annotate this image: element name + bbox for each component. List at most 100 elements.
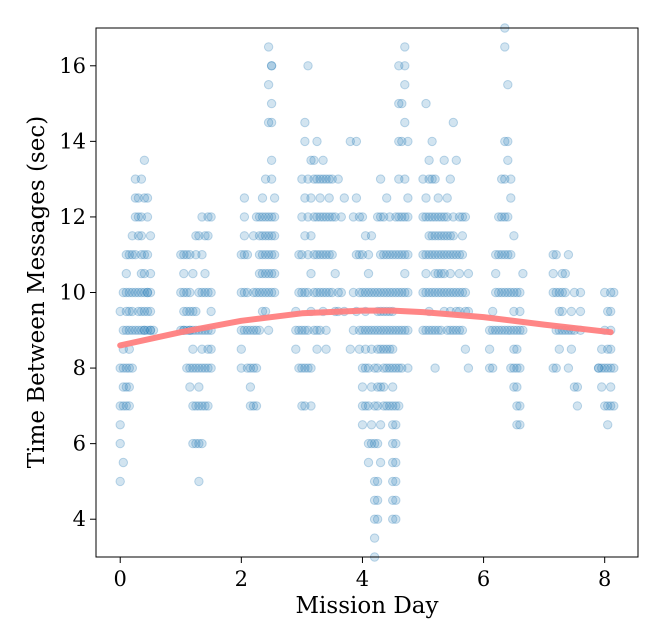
- data-point: [372, 514, 383, 524]
- data-point: [509, 325, 519, 335]
- data-point: [251, 363, 262, 373]
- data-point: [497, 250, 507, 260]
- data-point: [439, 287, 449, 298]
- data-point: [203, 287, 213, 298]
- data-point: [363, 287, 374, 298]
- data-point: [424, 231, 434, 241]
- data-point: [321, 174, 331, 184]
- data-point: [206, 212, 216, 222]
- data-point: [457, 325, 468, 335]
- data-point: [248, 231, 259, 241]
- data-point: [257, 287, 268, 298]
- data-point: [400, 212, 410, 222]
- data-point: [333, 287, 343, 298]
- data-point: [394, 98, 404, 109]
- data-point: [115, 420, 125, 430]
- data-point: [460, 212, 471, 222]
- data-point: [360, 401, 371, 411]
- data-point: [433, 287, 443, 298]
- data-point: [509, 287, 519, 298]
- data-point: [379, 250, 389, 260]
- data-point: [363, 363, 374, 373]
- data-point: [188, 438, 198, 449]
- data-point: [251, 287, 262, 298]
- data-point: [548, 268, 558, 279]
- data-point: [506, 193, 516, 203]
- data-point: [400, 268, 410, 279]
- data-point: [442, 231, 452, 241]
- data-point: [388, 495, 398, 505]
- data-point: [185, 363, 195, 373]
- data-point: [269, 250, 280, 260]
- data-point: [197, 250, 207, 260]
- data-point: [124, 250, 135, 260]
- data-point: [366, 231, 377, 241]
- data-point: [375, 457, 386, 468]
- data-point: [127, 250, 138, 260]
- data-point: [391, 514, 401, 524]
- data-point: [188, 401, 198, 411]
- data-point: [491, 325, 501, 335]
- data-point: [354, 212, 365, 222]
- data-point: [315, 193, 325, 203]
- data-point: [124, 401, 135, 411]
- data-point: [597, 382, 607, 392]
- data-point: [382, 287, 392, 298]
- data-point: [124, 363, 135, 373]
- data-point: [391, 363, 401, 373]
- data-point: [136, 212, 147, 222]
- data-point: [127, 287, 138, 298]
- data-point: [139, 325, 150, 335]
- data-point: [260, 268, 271, 279]
- data-point: [136, 231, 147, 241]
- data-point: [606, 287, 616, 298]
- data-point: [182, 363, 192, 373]
- data-point: [572, 382, 583, 392]
- data-point: [391, 457, 401, 468]
- data-point: [303, 363, 313, 373]
- data-point: [327, 287, 337, 298]
- data-point: [512, 363, 522, 373]
- data-point: [366, 438, 377, 449]
- data-point: [348, 325, 359, 335]
- data-point: [388, 438, 398, 449]
- data-point: [494, 250, 504, 260]
- data-point: [391, 401, 401, 411]
- data-point: [400, 250, 410, 260]
- data-point: [194, 382, 204, 392]
- data-point: [324, 212, 334, 222]
- data-point: [294, 250, 304, 260]
- data-point: [306, 155, 316, 166]
- data-point: [600, 287, 610, 298]
- data-point: [133, 325, 144, 335]
- data-point: [600, 401, 610, 411]
- data-point: [436, 212, 446, 222]
- data-point: [391, 495, 401, 505]
- data-point: [506, 250, 516, 260]
- data-point: [312, 325, 322, 335]
- data-point: [382, 325, 392, 335]
- data-point: [360, 325, 371, 335]
- data-point: [357, 250, 368, 260]
- data-point: [460, 287, 471, 298]
- data-point: [254, 325, 265, 335]
- data-point: [397, 98, 407, 109]
- data-point: [318, 212, 328, 222]
- data-point: [603, 363, 613, 373]
- data-point: [254, 231, 265, 241]
- data-point: [145, 325, 156, 335]
- data-point: [191, 231, 201, 241]
- data-point: [260, 250, 271, 260]
- data-point: [403, 136, 413, 147]
- data-point: [609, 401, 619, 411]
- data-point: [139, 268, 150, 279]
- data-point: [139, 155, 150, 166]
- data-point: [369, 363, 380, 373]
- data-point: [354, 287, 365, 298]
- data-point: [363, 438, 374, 449]
- data-point: [336, 287, 346, 298]
- data-point: [421, 325, 431, 335]
- data-point: [242, 250, 253, 260]
- data-point: [463, 268, 474, 279]
